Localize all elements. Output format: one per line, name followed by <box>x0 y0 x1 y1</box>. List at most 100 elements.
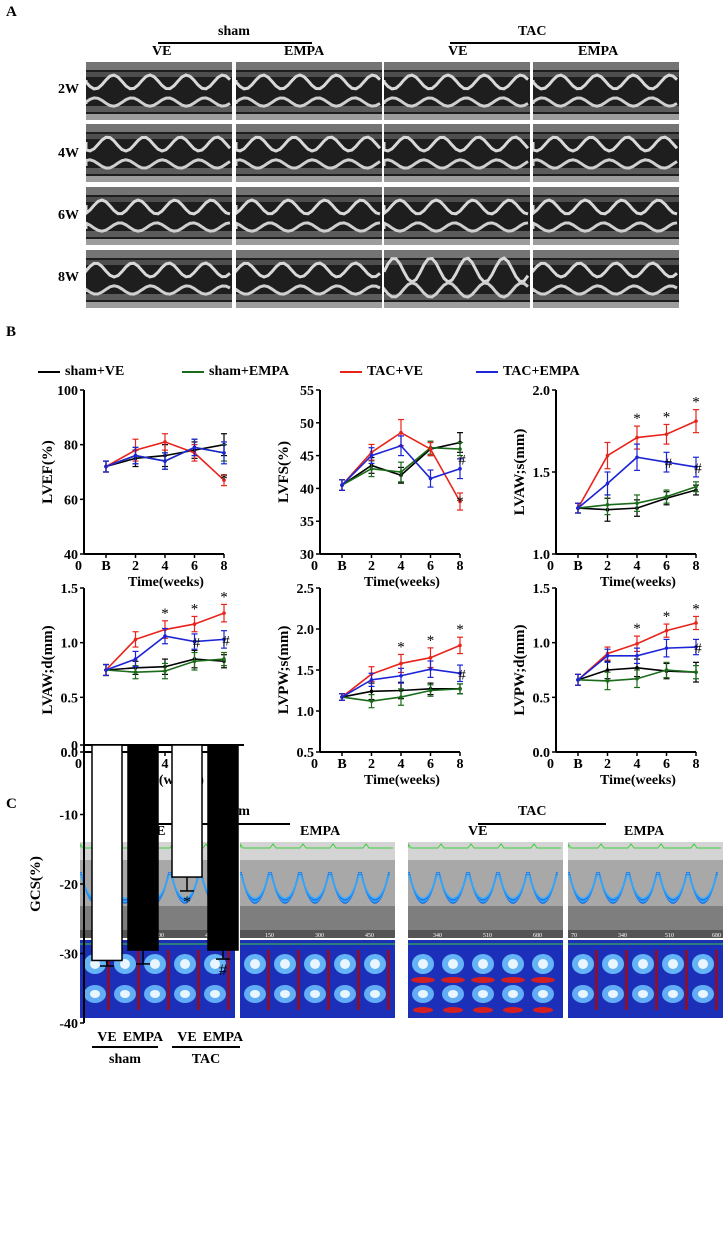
mmode-tissue-band <box>236 187 382 195</box>
panel-a-sham-bar <box>158 42 312 44</box>
significance-mark: # <box>694 641 702 657</box>
strain-red-band <box>443 1007 463 1013</box>
mmode-wall-trace <box>384 221 529 233</box>
y-tick-label: 2.0 <box>297 623 315 638</box>
y-tick-label: 1.0 <box>533 548 551 563</box>
data-point <box>222 611 226 615</box>
significance-mark: * <box>183 894 191 911</box>
mmode-tissue-band <box>236 260 382 265</box>
panel-a-col-1: VE <box>152 44 172 59</box>
panel-c-tac-bar <box>478 823 606 825</box>
data-point <box>399 470 403 474</box>
data-point <box>340 695 344 699</box>
y-tick-label: 1.0 <box>533 637 551 652</box>
bar <box>207 744 239 951</box>
origin-label: 0 <box>311 559 318 574</box>
y-tick-label: 1.5 <box>533 582 551 597</box>
strain-blob-core <box>478 990 488 998</box>
data-point <box>369 453 374 458</box>
legend-swatch-tac-ve <box>340 370 362 373</box>
data-point <box>458 643 462 648</box>
x-tick-label: B <box>337 559 346 574</box>
mmode-wall-trace <box>236 261 381 279</box>
mmode-tissue-band <box>86 168 232 174</box>
time-tick-label: 510 <box>665 933 674 939</box>
x-tick-label: B <box>101 559 110 574</box>
data-point <box>428 688 433 693</box>
mmode-image-render <box>236 250 382 308</box>
mmode-tissue-band <box>533 231 679 237</box>
strain-red-band <box>471 977 495 983</box>
data-point <box>192 622 197 626</box>
y-tick-label: 1.5 <box>61 582 79 597</box>
origin-label: 0 <box>75 559 82 574</box>
x-axis-label: Time(weeks) <box>364 773 440 788</box>
strain-red-band <box>197 950 200 1010</box>
series-TAC+EMPA <box>339 660 463 701</box>
mmode-tissue-band <box>236 134 382 139</box>
data-point <box>635 501 639 505</box>
data-point <box>104 668 108 672</box>
mmode-wall-trace <box>533 73 679 91</box>
x-tick-label: 8 <box>693 757 700 772</box>
strain-blob-core <box>120 959 130 969</box>
y-axis-label: LVPW;s(mm) <box>276 626 292 715</box>
mmode-tissue-band <box>384 197 530 202</box>
x-tick-label: 6 <box>663 559 670 574</box>
x-axis-label: Time(weeks) <box>600 773 676 788</box>
time-tick-label: 340 <box>433 933 442 939</box>
data-point <box>694 484 698 489</box>
echo-band <box>408 906 563 932</box>
strain-blob-core <box>538 959 548 969</box>
bar <box>171 744 203 878</box>
data-point <box>399 661 403 666</box>
x-tick-label: 2 <box>604 757 611 772</box>
strain-curve <box>628 874 658 900</box>
legend-swatch-sham-empa <box>182 370 204 373</box>
strain-blob-core <box>578 990 588 998</box>
mmode-image <box>533 250 679 308</box>
line-chart-5: 0.5 1.0 1.5 2.0 2.5 0 B 2 4 6 8 Time(weeks) LVPW;s(m… <box>276 582 466 788</box>
origin-label: 0 <box>547 559 554 574</box>
mmode-image-render <box>384 62 530 120</box>
mmode-wall-trace <box>533 198 678 216</box>
strain-red-band <box>715 950 718 1010</box>
mmode-image-render <box>86 124 232 182</box>
mmode-wall-trace <box>86 158 231 170</box>
data-point <box>163 459 167 463</box>
series-TAC+VE <box>575 409 699 514</box>
strain-blob-core <box>478 959 488 969</box>
data-point <box>635 435 639 440</box>
mmode-tissue-band <box>86 176 232 182</box>
strain-red-band <box>503 1007 523 1013</box>
y-tick-label: 0.0 <box>533 746 551 761</box>
mmode-tissue-band <box>533 294 679 300</box>
line-chart-1: 40 60 80 100 0 B 2 4 6 8 Time(weeks) LVEF(%) * <box>40 384 228 590</box>
strain-red-band <box>267 950 270 1010</box>
mmode-tissue-band <box>384 72 530 77</box>
significance-mark: * <box>456 622 464 638</box>
data-point <box>428 667 433 671</box>
strain-curve <box>300 874 330 900</box>
panel-a-row-2w: 2W <box>58 82 79 97</box>
mmode-image-render <box>533 62 679 120</box>
echo-band <box>240 842 395 860</box>
mmode-wall-trace <box>236 135 382 153</box>
data-point <box>694 465 698 469</box>
y-tick-label: -10 <box>59 809 78 824</box>
strain-blob-core <box>698 990 708 998</box>
line-chart-6: 0.0 0.5 1.0 1.5 0 B 2 4 6 8 Time(weeks) LVPW;d(mm) *… <box>512 582 702 788</box>
mmode-tissue-band <box>384 106 530 112</box>
time-tick-label: 150 <box>265 933 274 939</box>
strain-curve <box>658 874 688 900</box>
strain-curve <box>170 874 200 900</box>
mmode-wall-trace <box>384 256 530 284</box>
strain-red-band <box>501 977 525 983</box>
time-tick-label: 300 <box>315 933 324 939</box>
y-tick-label: 0.5 <box>297 746 315 761</box>
mmode-wall-trace <box>86 135 232 153</box>
y-axis-label: GCS(%) <box>28 856 44 912</box>
data-point <box>369 689 374 694</box>
legend-tac-empa: TAC+EMPA <box>476 364 580 380</box>
echo-band <box>568 906 723 932</box>
